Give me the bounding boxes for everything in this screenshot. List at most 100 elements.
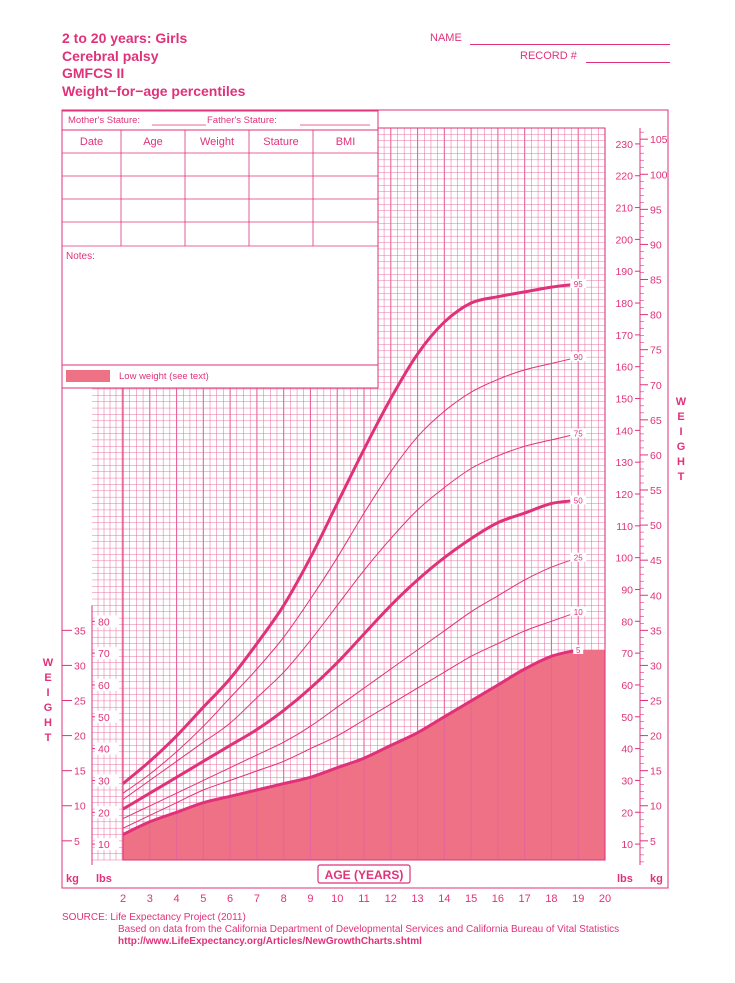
curve-label-bg xyxy=(570,278,587,288)
y-tick-lbs-left: 10 xyxy=(98,839,110,851)
y-tick-lbs-right: 230 xyxy=(615,139,633,151)
x-tick-label: 4 xyxy=(173,893,179,905)
x-tick-label: 8 xyxy=(281,893,287,905)
table-header-stature: Stature xyxy=(263,136,298,148)
y-axis-label-left: W xyxy=(43,657,54,669)
x-tick-label: 12 xyxy=(385,893,397,905)
y-tick-lbs-right: 50 xyxy=(621,712,633,724)
x-tick-label: 11 xyxy=(358,893,369,905)
legend-label: Low weight (see text) xyxy=(119,371,209,382)
name-field[interactable]: NAME xyxy=(430,32,670,46)
lbs-label-bg xyxy=(610,297,638,310)
x-tick-label: 15 xyxy=(465,893,477,905)
left-unit-kg: kg xyxy=(66,873,79,885)
x-tick-label: 20 xyxy=(599,893,611,905)
lbs-label-bg xyxy=(610,456,638,469)
curve-label-90: 90 xyxy=(574,353,583,362)
y-tick-kg-right: 70 xyxy=(650,380,662,392)
y-tick-kg-right: 25 xyxy=(650,696,662,708)
y-tick-kg-left: 35 xyxy=(74,625,86,637)
lbs-left-label-bg xyxy=(95,647,119,660)
curve-label-5: 5 xyxy=(576,646,581,655)
x-tick-label: 14 xyxy=(438,893,450,905)
y-tick-lbs-right: 180 xyxy=(615,298,633,310)
lbs-label-bg xyxy=(610,806,638,819)
y-axis-label-left: G xyxy=(44,702,53,714)
source-label: SOURCE: xyxy=(62,912,108,923)
y-tick-kg-right: 30 xyxy=(650,660,662,672)
lbs-label-bg xyxy=(610,488,638,500)
y-axis-label-right: I xyxy=(679,426,682,438)
lbs-label-bg xyxy=(610,392,638,405)
lbs-label-bg xyxy=(610,169,638,182)
measurement-table: Date Age Weight Stature BMI xyxy=(61,129,379,247)
curve-label-bg xyxy=(570,552,587,562)
curve-label-bg xyxy=(573,644,584,654)
x-axis-label-box xyxy=(317,864,411,884)
outer-frame xyxy=(61,109,669,889)
y-tick-kg-right: 60 xyxy=(650,450,662,462)
legend-swatch xyxy=(66,370,110,382)
title-line-2: Cerebral palsy xyxy=(62,47,159,64)
y-tick-kg-right: 10 xyxy=(650,801,662,813)
y-tick-lbs-right: 110 xyxy=(616,521,633,533)
y-tick-kg-right: 5 xyxy=(650,836,656,848)
y-tick-lbs-left: 40 xyxy=(98,744,110,756)
y-tick-lbs-left: 30 xyxy=(98,775,110,787)
y-tick-lbs-right: 170 xyxy=(615,330,633,342)
y-tick-lbs-right: 160 xyxy=(615,362,633,374)
curve-label-bg xyxy=(570,428,587,438)
curve-label-50: 50 xyxy=(574,496,583,505)
x-axis-label: AGE (YEARS) xyxy=(325,868,404,882)
record-field[interactable]: RECORD # xyxy=(520,50,670,64)
y-tick-lbs-left: 50 xyxy=(98,712,110,724)
y-tick-kg-right: 15 xyxy=(650,766,662,778)
y-tick-lbs-left: 60 xyxy=(98,680,110,692)
table-header-date: Date xyxy=(80,136,103,148)
y-tick-kg-right: 100 xyxy=(650,169,668,181)
percentile-curve-5 xyxy=(122,648,579,836)
y-tick-lbs-left: 70 xyxy=(98,648,110,660)
lbs-label-bg xyxy=(610,519,638,532)
y-axis-label-right: H xyxy=(677,456,685,468)
y-tick-kg-right: 40 xyxy=(650,590,662,602)
x-tick-label: 13 xyxy=(411,893,423,905)
percentile-curve-75 xyxy=(122,433,579,800)
low-weight-fill xyxy=(123,649,605,860)
y-tick-lbs-right: 150 xyxy=(615,394,633,406)
percentile-curve-25 xyxy=(122,557,579,820)
fathers-stature-label: Father's Stature: xyxy=(207,115,277,126)
curve-label-10: 10 xyxy=(574,608,583,617)
y-tick-kg-right: 95 xyxy=(650,204,662,216)
title-line-3: GMFCS II xyxy=(62,65,125,81)
right-unit-kg: kg xyxy=(650,873,663,885)
y-tick-kg-right: 80 xyxy=(650,310,662,322)
lbs-label-bg xyxy=(610,424,638,437)
y-tick-lbs-right: 30 xyxy=(621,775,633,787)
source-url[interactable]: http://www.LifeExpectancy.org/Articles/N… xyxy=(118,936,422,947)
x-tick-label: 5 xyxy=(200,893,206,905)
y-tick-kg-left: 5 xyxy=(74,836,80,848)
y-axis-label-right: T xyxy=(678,471,685,483)
notes-label: Notes: xyxy=(66,251,95,262)
y-tick-lbs-right: 80 xyxy=(621,616,633,628)
lbs-label-bg xyxy=(610,583,638,596)
y-tick-kg-right: 45 xyxy=(650,555,662,567)
y-tick-lbs-right: 90 xyxy=(621,584,633,596)
record-label: RECORD # xyxy=(520,50,577,62)
table-header-age: Age xyxy=(143,136,163,148)
percentile-curve-90 xyxy=(122,356,579,794)
lbs-label-bg xyxy=(610,265,638,278)
percentile-curve-95 xyxy=(122,282,579,785)
x-tick-label: 19 xyxy=(572,893,584,905)
y-tick-lbs-right: 220 xyxy=(615,171,633,183)
lbs-left-label-bg xyxy=(95,710,119,723)
y-tick-kg-right: 85 xyxy=(650,275,662,287)
lbs-left-label-bg xyxy=(95,838,119,851)
y-tick-kg-right: 65 xyxy=(650,415,662,427)
y-axis-label-right: G xyxy=(677,441,686,453)
lbs-label-bg xyxy=(610,233,638,246)
table-header-weight: Weight xyxy=(200,136,234,148)
